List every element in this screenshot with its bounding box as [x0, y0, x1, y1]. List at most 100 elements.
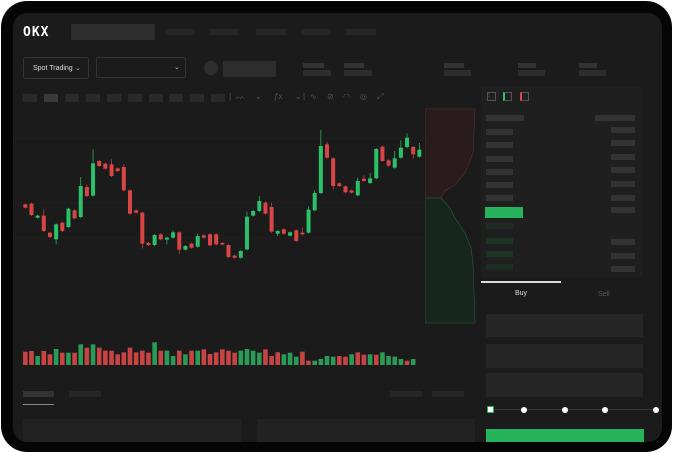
nav-item[interactable]: [346, 29, 376, 35]
volume-bar: [318, 359, 324, 365]
timeframe-button[interactable]: [65, 94, 79, 102]
volume-bar: [275, 352, 281, 365]
trading-screen: OKX Spot Trading ⌄ ⌄ | ᨓ ⌄ ƒx ⌄ | ∿ ⊘ ◠ …: [13, 13, 662, 442]
line-icon[interactable]: ∿: [310, 92, 317, 101]
okx-logo: OKX: [23, 25, 50, 40]
volume-bar: [281, 354, 287, 365]
candle: [257, 201, 262, 211]
amount-input[interactable]: [486, 344, 643, 368]
tab-order-history[interactable]: [69, 391, 101, 397]
orderbook-both-icon[interactable]: ⁝: [487, 92, 496, 101]
total-input[interactable]: [486, 373, 643, 397]
tab-buy[interactable]: Buy: [515, 290, 528, 297]
volume-bar: [312, 360, 317, 365]
tab-sell[interactable]: Sell: [598, 291, 610, 298]
candle: [97, 161, 102, 166]
timeframe-button[interactable]: [107, 94, 121, 102]
filter-button[interactable]: [432, 391, 464, 397]
amount-slider[interactable]: [491, 409, 656, 410]
slider-mark-50[interactable]: [562, 407, 568, 413]
volume-bar: [226, 350, 231, 365]
candle: [127, 190, 132, 214]
candlestick-chart[interactable]: [13, 13, 483, 383]
timeframe-button[interactable]: [128, 94, 142, 102]
nav-item[interactable]: [166, 29, 194, 35]
slider-mark-75[interactable]: [602, 407, 608, 413]
volume-bar: [306, 360, 311, 365]
volume-bar: [176, 350, 182, 365]
slider-mark-25[interactable]: [521, 407, 527, 413]
screenshot-icon[interactable]: ◠: [343, 92, 350, 101]
volume-bar: [164, 350, 170, 365]
buy-submit-button[interactable]: [486, 429, 644, 442]
orderbook-amount: [611, 154, 635, 160]
candle: [232, 255, 237, 258]
nav-item[interactable]: [301, 29, 330, 35]
volume-bar: [367, 354, 373, 365]
timeframe-button[interactable]: [86, 94, 100, 102]
candle: [300, 232, 305, 235]
candle: [35, 215, 40, 218]
timeframe-button[interactable]: [169, 94, 183, 102]
stat-value: [344, 70, 372, 76]
candle: [312, 193, 317, 211]
indicator-icon[interactable]: ƒx: [274, 92, 283, 101]
market-dropdown[interactable]: Spot Trading ⌄: [23, 57, 89, 79]
chevron-down-icon[interactable]: ⌄: [255, 92, 262, 101]
ask-price: [486, 182, 513, 188]
volume-bar: [232, 352, 237, 365]
nav-item[interactable]: [210, 29, 238, 35]
nav-item[interactable]: [256, 29, 286, 35]
candle: [275, 231, 280, 234]
fullscreen-icon[interactable]: ⤢: [377, 92, 384, 101]
candle: [115, 168, 120, 171]
depth-asks-area: [425, 108, 476, 199]
slider-handle[interactable]: [487, 406, 494, 413]
volume-bar: [269, 356, 274, 365]
timeframe-button[interactable]: [190, 94, 204, 102]
candles-icon[interactable]: ᨓ: [236, 92, 246, 101]
bid-price: [486, 264, 513, 270]
settings-icon[interactable]: ◎: [360, 92, 367, 101]
stat-label: [344, 63, 364, 68]
ask-price: [486, 169, 513, 175]
volume-bar: [324, 356, 330, 365]
candle: [294, 230, 299, 241]
price-input[interactable]: [486, 314, 643, 337]
timeframe-button[interactable]: [149, 94, 163, 102]
timeframe-button-active[interactable]: [44, 94, 58, 102]
candle: [288, 232, 293, 236]
stat-value: [579, 70, 606, 76]
volume-bar: [53, 349, 59, 365]
volume-bar: [287, 352, 293, 365]
stat-label: [579, 63, 597, 68]
orders-card: [257, 419, 475, 442]
search-input[interactable]: [71, 24, 155, 40]
chevron-down-icon[interactable]: ⌄: [295, 92, 302, 101]
candle: [386, 160, 391, 166]
tab-open-orders[interactable]: [23, 391, 54, 397]
volume-bar: [213, 352, 219, 365]
pencil-icon[interactable]: ⊘: [327, 92, 334, 101]
slider-mark-100[interactable]: [653, 407, 659, 413]
filter-button[interactable]: [390, 391, 422, 397]
orderbook-asks-icon[interactable]: [520, 92, 529, 101]
volume-bar: [343, 356, 348, 365]
volume-bar: [96, 347, 102, 365]
candle: [158, 234, 163, 240]
orderbook-bids-icon[interactable]: [503, 92, 512, 101]
candle: [103, 163, 108, 169]
volume-bar: [361, 354, 367, 365]
volume-bar: [244, 349, 250, 365]
timeframe-button[interactable]: [211, 94, 225, 102]
candle: [201, 235, 206, 238]
candle: [361, 178, 366, 181]
timeframe-button[interactable]: [23, 94, 37, 102]
volume-bar: [337, 356, 342, 365]
pair-dropdown[interactable]: ⌄: [96, 57, 186, 78]
volume-bar: [103, 350, 108, 365]
candle: [368, 178, 373, 183]
volume-bar: [84, 347, 90, 365]
volume-bar: [66, 352, 71, 365]
candle: [281, 229, 286, 234]
